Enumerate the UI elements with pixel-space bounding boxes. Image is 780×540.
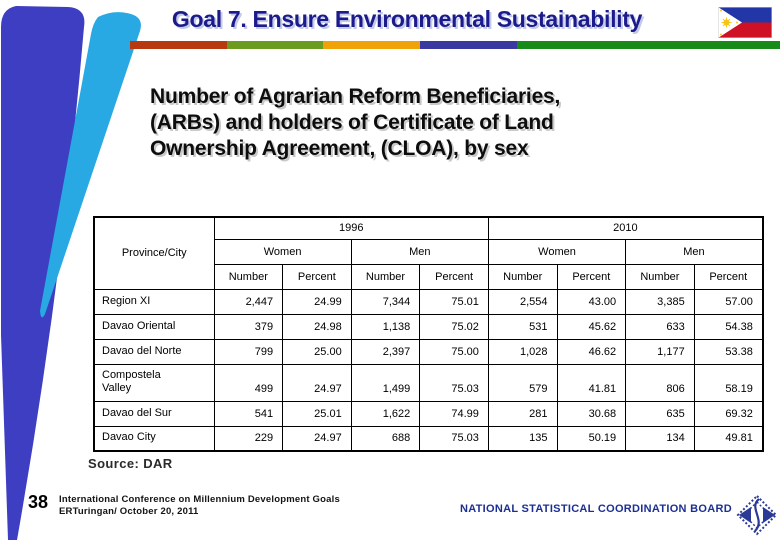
value-cell: 75.02 [419, 313, 489, 340]
year-group-header-2010: 2010 [487, 216, 764, 240]
value-cell: 1,028 [487, 338, 558, 365]
value-cell: 30.68 [556, 400, 627, 427]
table-row: Davao del Norte 799 25.00 2,397 75.00 1,… [93, 338, 764, 365]
value-cell: 806 [625, 363, 695, 402]
conference-line: ERTuringan/ October 20, 2011 [59, 505, 199, 517]
value-cell: 43.00 [556, 288, 627, 315]
value-cell: 69.32 [693, 400, 764, 427]
table-row: Davao City 229 24.97 688 75.03 135 50.19… [93, 425, 764, 452]
value-cell: 74.99 [419, 400, 489, 427]
value-cell: 499 [213, 363, 284, 402]
value-cell: 25.01 [282, 400, 352, 427]
province-cell: Davao Oriental [93, 313, 215, 340]
value-cell: 24.98 [282, 313, 352, 340]
value-cell: 135 [487, 425, 558, 452]
value-cell: 633 [625, 313, 695, 340]
table-row: Compostela Valley 499 24.97 1,499 75.03 … [93, 363, 764, 402]
sex-group-header: Women [487, 238, 627, 265]
slide-subtitle: Number of Agrarian Reform Beneficiaries,… [150, 84, 650, 162]
sex-group-header: Women [213, 238, 352, 265]
measure-header: Number [213, 263, 284, 290]
value-cell: 57.00 [693, 288, 764, 315]
subtitle-line: (ARBs) and holders of Certificate of Lan… [150, 111, 554, 134]
value-cell: 1,499 [350, 363, 421, 402]
arb-cloa-table: Province/City 1996 2010 Women Men Women … [93, 216, 764, 452]
value-cell: 579 [487, 363, 558, 402]
bar-segment [420, 41, 517, 49]
corner-swoosh-decoration [1, 6, 141, 540]
province-cell: Davao del Norte [93, 338, 215, 365]
value-cell: 799 [213, 338, 284, 365]
value-cell: 229 [213, 425, 284, 452]
organization-name: NATIONAL STATISTICAL COORDINATION BOARD [459, 503, 732, 515]
value-cell: 2,447 [213, 288, 284, 315]
province-cell: Davao City [93, 425, 215, 452]
sex-group-header: Men [350, 238, 489, 265]
value-cell: 49.81 [693, 425, 764, 452]
value-cell: 635 [625, 400, 695, 427]
province-cell: Davao del Sur [93, 400, 215, 427]
value-cell: 379 [213, 313, 284, 340]
philippine-flag-icon [718, 7, 772, 38]
value-cell: 75.01 [419, 288, 489, 315]
subtitle-line: Number of Agrarian Reform Beneficiaries, [150, 85, 561, 108]
measure-header: Number [625, 263, 695, 290]
value-cell: 58.19 [693, 363, 764, 402]
bar-segment [323, 41, 420, 49]
value-cell: 75.00 [419, 338, 489, 365]
source-note: Source: DAR [88, 456, 173, 471]
table-row: Region XI 2,447 24.99 7,344 75.01 2,554 … [93, 288, 764, 315]
value-cell: 54.38 [693, 313, 764, 340]
province-cell: Region XI [93, 288, 215, 315]
value-cell: 24.97 [282, 363, 352, 402]
value-cell: 1,177 [625, 338, 695, 365]
measure-header: Number [350, 263, 421, 290]
value-cell: 75.03 [419, 425, 489, 452]
province-cell: Compostela Valley [93, 363, 215, 402]
measure-header: Percent [419, 263, 489, 290]
value-cell: 25.00 [282, 338, 352, 365]
value-cell: 75.03 [419, 363, 489, 402]
table-row: Davao del Sur 541 25.01 1,622 74.99 281 … [93, 400, 764, 427]
value-cell: 46.62 [556, 338, 627, 365]
bar-segment [517, 41, 780, 49]
value-cell: 281 [487, 400, 558, 427]
value-cell: 50.19 [556, 425, 627, 452]
column-header-province: Province/City [93, 216, 215, 290]
nscb-logo-icon [736, 494, 778, 536]
value-cell: 688 [350, 425, 421, 452]
value-cell: 45.62 [556, 313, 627, 340]
value-cell: 1,622 [350, 400, 421, 427]
value-cell: 24.99 [282, 288, 352, 315]
value-cell: 1,138 [350, 313, 421, 340]
table-row: Davao Oriental 379 24.98 1,138 75.02 531… [93, 313, 764, 340]
value-cell: 134 [625, 425, 695, 452]
value-cell: 7,344 [350, 288, 421, 315]
conference-line: International Conference on Millennium D… [59, 494, 340, 505]
value-cell: 41.81 [556, 363, 627, 402]
bar-segment [130, 41, 227, 49]
value-cell: 2,554 [487, 288, 558, 315]
bar-segment [227, 41, 323, 49]
measure-header: Percent [282, 263, 352, 290]
value-cell: 2,397 [350, 338, 421, 365]
measure-header: Percent [693, 263, 764, 290]
measure-header: Percent [556, 263, 627, 290]
year-group-header-1996: 1996 [213, 216, 489, 240]
measure-header: Number [487, 263, 558, 290]
value-cell: 53.38 [693, 338, 764, 365]
value-cell: 24.97 [282, 425, 352, 452]
subtitle-line: Ownership Agreement, (CLOA), by sex [150, 137, 529, 160]
slide-number: 38 [28, 492, 49, 512]
value-cell: 531 [487, 313, 558, 340]
arb-cloa-table-container: Province/City 1996 2010 Women Men Women … [93, 216, 764, 452]
value-cell: 3,385 [625, 288, 695, 315]
title-underline-bar [130, 41, 780, 49]
sex-group-header: Men [625, 238, 764, 265]
conference-credit: International Conference on Millennium D… [59, 494, 340, 517]
value-cell: 541 [213, 400, 284, 427]
page-title: Goal 7. Ensure Environmental Sustainabil… [171, 6, 643, 32]
